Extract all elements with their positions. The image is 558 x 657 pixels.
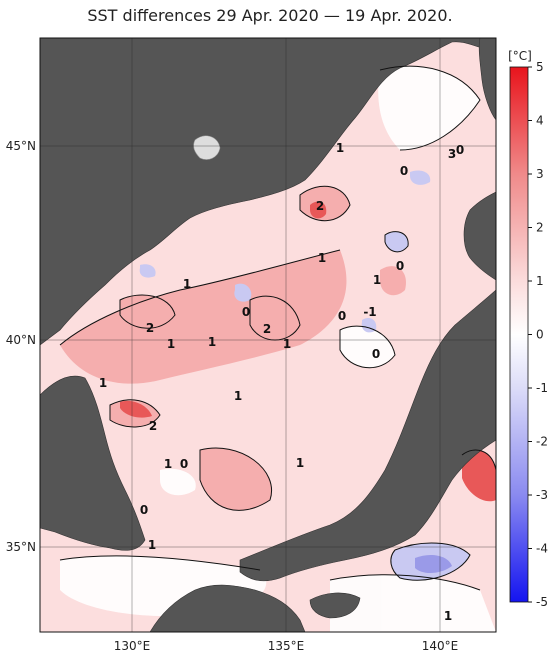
contour-label: 0: [400, 164, 408, 178]
contour-label: 1: [296, 456, 304, 470]
lon-label-140: 140°E: [422, 639, 459, 653]
plot-frame: [39, 37, 497, 633]
colorbar-tick-label: 3: [536, 167, 544, 181]
colorbar-tick-label: 5: [536, 60, 544, 74]
contour-label: 1: [164, 457, 172, 471]
contour-label: 2: [316, 199, 324, 213]
warm-anomaly-patches: [60, 186, 406, 511]
contour-label: 0: [338, 309, 346, 323]
strong-warm-patches: [120, 201, 496, 502]
contour-label: 2: [146, 321, 154, 335]
contour-label: 1: [373, 273, 381, 287]
land-masses: [40, 38, 496, 632]
contour-label: -1: [363, 305, 376, 319]
sakhalin: [478, 38, 496, 121]
contour-label: 1: [208, 335, 216, 349]
graticule: [40, 38, 496, 632]
contour-label: 0: [180, 457, 188, 471]
contour-label: 0: [396, 259, 404, 273]
contour-label: 0: [242, 305, 250, 319]
lat-label-45: 45°N: [6, 139, 36, 153]
colorbar-ticks: 5 4 3 2 1 0 -1 -2 -3 -4 -5: [528, 60, 548, 609]
colorbar-tick-label: -4: [536, 542, 548, 556]
contour-label: 1: [234, 389, 242, 403]
contour-label: 0: [372, 347, 380, 361]
colorbar-tick-label: 4: [536, 114, 544, 128]
japan-west: [149, 584, 306, 632]
contour-label: 1: [99, 376, 107, 390]
colorbar-tick-label: 0: [536, 328, 544, 342]
shikoku: [309, 592, 361, 619]
latitude-labels: 45°N 40°N 35°N: [6, 139, 36, 554]
colorbar-tick-label: -3: [536, 488, 548, 502]
contour-label: 1: [283, 337, 291, 351]
lat-label-40: 40°N: [6, 333, 36, 347]
contour-label: 0: [456, 143, 464, 157]
contour-label: 0: [140, 503, 148, 517]
contour-label: 2: [263, 322, 271, 336]
contour-label: 3: [448, 147, 456, 161]
lon-label-135: 135°E: [268, 639, 305, 653]
colorbar-tick-label: -2: [536, 435, 548, 449]
contour-lines: [59, 65, 496, 591]
colorbar-tick-label: 2: [536, 221, 544, 235]
contour-label: 1: [336, 141, 344, 155]
contour-label: 1: [318, 251, 326, 265]
contour-label: 1: [444, 609, 452, 623]
colorbar: [°C] 5 4 3 2 1 0 -1 -2 -3 -4 -5: [508, 49, 548, 609]
longitude-labels: 130°E 135°E 140°E: [114, 639, 459, 653]
lat-label-35: 35°N: [6, 540, 36, 554]
chart-title: SST differences 29 Apr. 2020 — 19 Apr. 2…: [87, 6, 453, 25]
colorbar-tick-label: -5: [536, 595, 548, 609]
colorbar-unit: [°C]: [508, 49, 532, 63]
hokkaido: [463, 191, 496, 281]
lon-label-130: 130°E: [114, 639, 151, 653]
asian-continent: [40, 38, 496, 346]
contour-label: 2: [149, 419, 157, 433]
colorbar-tick-label: 1: [536, 274, 544, 288]
colorbar-tick-label: -1: [536, 381, 548, 395]
contour-label: 1: [183, 277, 191, 291]
contour-label: 1: [148, 538, 156, 552]
tsushima-island: [193, 135, 221, 160]
colorbar-gradient: [509, 66, 529, 603]
contour-label: 1: [167, 337, 175, 351]
